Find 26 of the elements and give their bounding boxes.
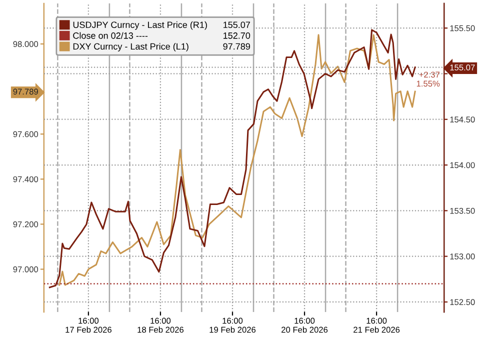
legend-label: USDJPY Curncy - Last Price (R1) [73,21,207,30]
y-tick-label: 98.000 [13,41,38,48]
annotation: 152.70 [224,32,250,39]
legend-label: Close on 02/13 ---- [73,32,148,39]
y-tick-label: 97.600 [13,131,38,138]
x-tick-label: 16:00 19 Feb 2026 [210,318,256,333]
y2-tick-label: 153.50 [450,208,475,214]
y2-tick-label: 154.50 [450,116,475,122]
x-tick-label: 16:00 20 Feb 2026 [282,318,328,333]
y-tick-label: 97.000 [13,266,38,272]
y2-tick-label: 152.50 [450,299,475,306]
y-tick-label: 97.789 [13,88,38,95]
y2-tick-label: 154.00 [450,162,475,168]
x-tick-label: 16:00 18 Feb 2026 [138,318,184,333]
y2-tick-label: 153.00 [450,254,475,260]
y-tick-label: 97.400 [13,176,38,182]
annotation: 155.07 [224,22,250,28]
y2-tick-label: 155.50 [450,25,475,32]
annotation: +2.37 [419,72,440,78]
y2-tick-label: 155.07 [450,64,475,70]
x-tick-label: 16:00 21 Feb 2026 [354,318,400,333]
legend-label: DXY Curncy - Last Price (L1) [73,43,188,52]
x-tick-label: 16:00 17 Feb 2026 [66,318,112,333]
y-tick-label: 97.200 [13,221,38,228]
annotation: 1.55% [416,80,440,87]
annotation: 97.789 [223,43,250,50]
